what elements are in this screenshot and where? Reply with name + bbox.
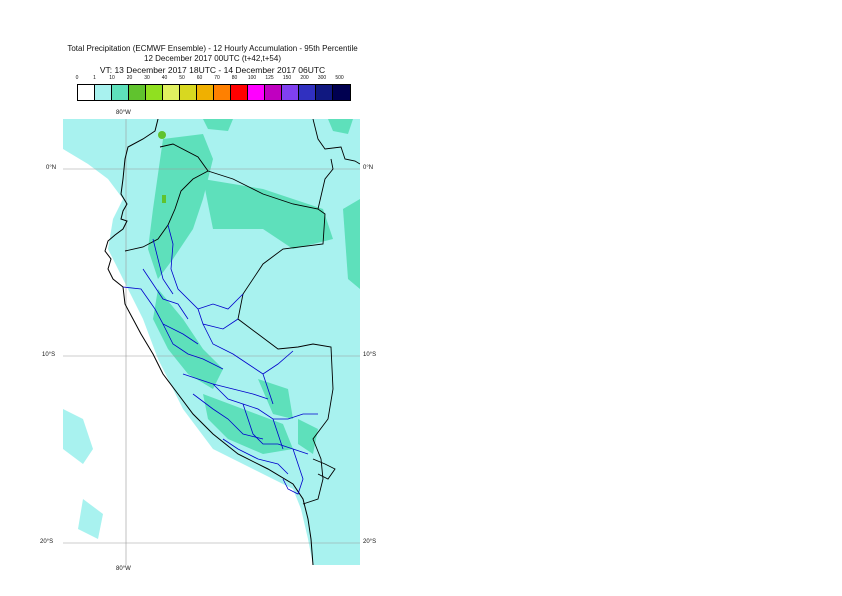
legend-swatch (316, 85, 333, 100)
legend-threshold-label: 20 (126, 75, 133, 81)
legend-threshold-label: 60 (196, 75, 203, 81)
legend-swatch (333, 85, 350, 100)
legend-threshold-label: 150 (282, 75, 292, 81)
country-borders (124, 119, 360, 505)
legend-swatch (112, 85, 129, 100)
lon-label-bottom: 80°W (116, 566, 131, 572)
lat-label-left-20: 20°S (40, 539, 54, 545)
legend-colorbar (77, 84, 351, 101)
legend-swatch (197, 85, 214, 100)
legend-swatch (146, 85, 163, 100)
lat-label-right-20: 20°S (363, 539, 377, 545)
legend-threshold-label: 0 (75, 75, 79, 81)
legend-threshold-label: 40 (161, 75, 168, 81)
precipitation-map (63, 119, 360, 565)
legend-swatch (248, 85, 265, 100)
lat-label-left-10: 10°S (42, 352, 56, 358)
legend-threshold-label: 30 (144, 75, 150, 81)
chart-title-line1: Total Precipitation (ECMWF Ensemble) - 1… (67, 44, 358, 53)
legend-swatch (231, 85, 248, 100)
legend-threshold-label: 50 (179, 75, 185, 81)
legend-swatch (163, 85, 180, 100)
lat-label-left-0: 0°N (46, 165, 57, 171)
legend-threshold-label: 200 (300, 75, 309, 81)
legend-swatch (78, 85, 95, 100)
legend-swatch (265, 85, 282, 100)
precip-heavy-spots (158, 131, 166, 203)
graticule (63, 119, 360, 565)
legend-threshold-label: 125 (265, 75, 274, 81)
legend-threshold-label: 100 (247, 75, 257, 81)
legend-threshold-label: 80 (231, 75, 238, 81)
lon-label-top: 80°W (116, 110, 131, 116)
legend-swatch (129, 85, 146, 100)
lat-label-right-10: 10°S (363, 352, 377, 358)
legend-thresholds: 0 1 10 20 30 40 50 60 70 80 100 125 150 200 300 500 (75, 75, 347, 83)
legend-threshold-label: 1 (93, 75, 96, 81)
legend-swatch (214, 85, 231, 100)
chart-title-line3: VT: 13 December 2017 18UTC - 14 December… (99, 65, 326, 75)
legend-swatch (282, 85, 299, 100)
legend-swatch (95, 85, 112, 100)
legend-swatch (180, 85, 197, 100)
lat-label-right-0: 0°N (363, 165, 374, 171)
legend-swatch (299, 85, 316, 100)
precip-medium-shading (148, 119, 360, 454)
department-borders (122, 224, 318, 495)
coastline (104, 119, 314, 565)
legend-threshold-label: 70 (214, 75, 220, 81)
legend-threshold-label: 500 (335, 75, 344, 81)
legend-threshold-label: 10 (109, 75, 115, 81)
chart-title-line2: 12 December 2017 00UTC (t+42,t+54) (144, 54, 281, 63)
legend-threshold-label: 300 (317, 75, 327, 81)
